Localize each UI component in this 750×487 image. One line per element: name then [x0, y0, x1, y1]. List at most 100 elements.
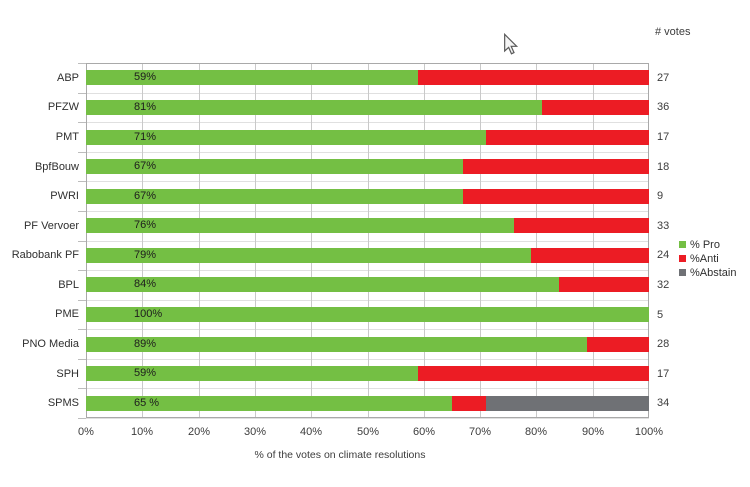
votes-value: 33 [657, 219, 670, 232]
legend-item-pro: % Pro [679, 238, 736, 251]
abstain-legend-swatch-icon [679, 269, 686, 276]
vertical-gridline [199, 63, 200, 418]
category-gridline [86, 93, 649, 94]
bar-value-label: 84% [134, 278, 157, 291]
bar-segment-anti [418, 70, 649, 86]
category-gridline [86, 329, 649, 330]
x-axis-title: % of the votes on climate resolutions [254, 449, 426, 461]
y-axis-tick [78, 152, 86, 153]
y-axis-tick [78, 300, 86, 301]
category-label: PWRI [50, 190, 79, 203]
bar-value-label: 59% [134, 71, 157, 84]
category-gridline [86, 181, 649, 182]
x-axis-tick-label: 50% [356, 426, 380, 438]
votes-column-header: # votes [655, 26, 691, 38]
bar-segment-anti [530, 247, 649, 263]
x-axis-tick-label: 90% [581, 426, 605, 438]
bar-value-label: 71% [134, 130, 157, 143]
bar-value-label: 65 % [134, 396, 160, 409]
category-gridline [86, 241, 649, 242]
x-axis-tick-label: 20% [187, 426, 211, 438]
bar-segment-pro [86, 129, 486, 145]
bar-value-label: 89% [134, 337, 157, 350]
vertical-gridline [368, 63, 369, 418]
bar-value-label: 81% [134, 100, 157, 113]
category-label: Rabobank PF [11, 249, 79, 262]
y-axis-tick [78, 359, 86, 360]
y-axis-tick [78, 241, 86, 242]
category-gridline [86, 270, 649, 271]
votes-value: 17 [657, 131, 670, 143]
bar-segment-anti [463, 188, 649, 204]
bar-segment-pro [86, 247, 531, 263]
votes-value: 24 [657, 249, 670, 262]
y-axis-tick [78, 93, 86, 94]
x-axis-tick-label: 60% [412, 426, 436, 438]
bar-segment-pro [86, 336, 588, 352]
vertical-gridline [480, 63, 481, 418]
category-gridline [86, 152, 649, 153]
bar-segment-anti [485, 129, 649, 145]
bar-segment-pro [86, 395, 452, 411]
bar-segment-pro [86, 70, 419, 86]
bar-segment-pro [86, 277, 559, 293]
y-axis-tick [78, 388, 86, 389]
category-gridline [86, 388, 649, 389]
votes-value: 9 [657, 190, 664, 203]
votes-value: 32 [657, 278, 670, 291]
y-axis-tick [78, 181, 86, 182]
category-label: SPH [56, 367, 79, 380]
vertical-gridline [424, 63, 425, 418]
bar-value-label: 67% [134, 189, 157, 202]
bar-segment-pro [86, 188, 464, 204]
bar-segment-anti [542, 99, 649, 115]
legend-label-pro: % Pro [690, 238, 720, 251]
y-axis-tick [78, 329, 86, 330]
bar-segment-anti [513, 218, 649, 234]
bar-segment-pro [86, 99, 542, 115]
bar-value-label: 76% [134, 219, 157, 232]
vertical-gridline [536, 63, 537, 418]
bar-segment-anti [451, 395, 486, 411]
category-label: PMT [55, 130, 79, 143]
votes-value: 27 [657, 71, 670, 84]
y-axis-tick [78, 418, 86, 419]
y-axis-tick [78, 211, 86, 212]
bar-segment-anti [418, 366, 649, 382]
category-gridline [86, 300, 649, 301]
category-gridline [86, 211, 649, 212]
legend-item-abstain: %Abstain [679, 266, 737, 279]
legend-label-abstain: %Abstain [690, 266, 737, 279]
x-axis-tick-label: 100% [634, 426, 664, 438]
bar-value-label: 59% [134, 367, 157, 380]
legend-item-anti: %Anti [679, 253, 736, 265]
votes-value: 28 [657, 338, 670, 350]
vertical-gridline [255, 63, 256, 418]
x-axis-tick-label: 80% [524, 426, 548, 438]
bar-segment-pro [86, 307, 649, 322]
category-gridline [86, 418, 649, 419]
bar-segment-anti [558, 277, 649, 293]
votes-value: 34 [657, 397, 670, 410]
bar-segment-pro [86, 366, 419, 382]
bar-segment-anti [463, 159, 649, 174]
vertical-gridline [593, 63, 594, 418]
bar-value-label: 100% [134, 308, 163, 320]
bar-segment-abstain [485, 395, 649, 411]
votes-value: 17 [657, 367, 670, 380]
anti-legend-swatch-icon [679, 255, 686, 262]
x-axis-tick-label: 0% [78, 426, 94, 438]
votes-value: 5 [657, 308, 664, 321]
y-axis-tick [78, 270, 86, 271]
x-axis-tick-label: 30% [243, 426, 267, 438]
category-label: BPL [58, 278, 79, 291]
votes-value: 36 [657, 101, 670, 114]
bar-segment-pro [86, 218, 514, 234]
category-label: PME [55, 308, 79, 321]
category-gridline [86, 122, 649, 123]
vertical-gridline [142, 63, 143, 418]
category-label: PFZW [47, 101, 79, 114]
mouse-cursor-icon [504, 33, 519, 55]
x-axis-tick-label: 40% [299, 426, 323, 438]
y-axis-tick [78, 122, 86, 123]
